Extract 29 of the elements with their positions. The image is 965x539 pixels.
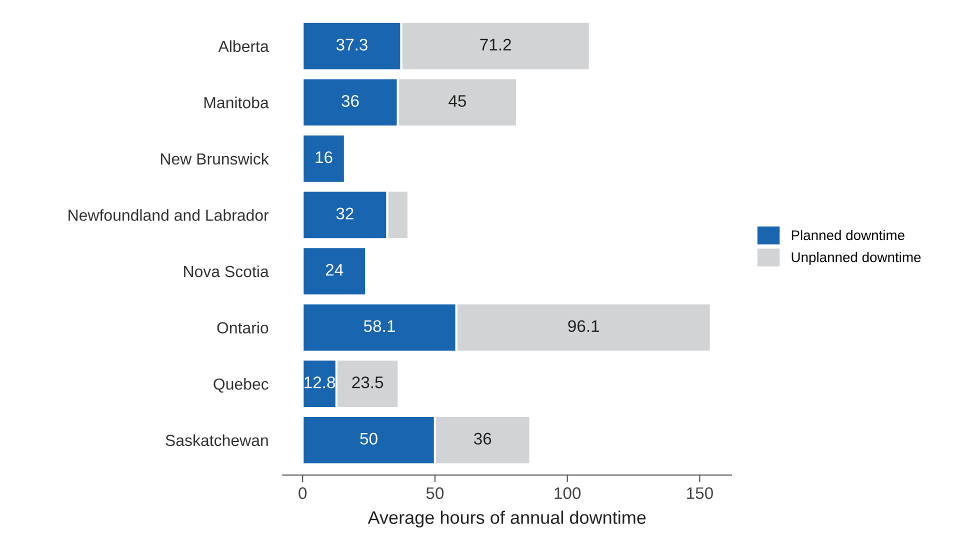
y-tick-label: Newfoundland and Labrador <box>68 209 269 221</box>
x-tick-label: 50 <box>426 487 444 500</box>
x-tick-label: 150 <box>687 487 713 500</box>
y-tick-label: New Brunswick <box>161 152 269 165</box>
data-label: 24 <box>326 264 344 276</box>
y-tick-label: Ontario <box>217 322 268 334</box>
legend-label: Unplanned downtime <box>792 252 921 265</box>
data-label: 45 <box>448 95 466 107</box>
x-tick-label: 0 <box>298 487 307 500</box>
y-tick-label: Manitoba <box>204 96 269 108</box>
data-label: 23.5 <box>352 376 384 388</box>
y-tick-label: Nova Scotia <box>184 265 269 278</box>
data-label: 36 <box>474 432 492 445</box>
data-label: 37.3 <box>336 38 368 51</box>
data-label: 36 <box>342 95 359 107</box>
data-label: 12.8 <box>304 376 336 388</box>
legend-label: Planned downtime <box>792 230 904 240</box>
bar <box>302 246 368 296</box>
data-label: 16 <box>316 151 332 164</box>
data-label: 71.2 <box>480 38 511 50</box>
data-label: 50 <box>360 432 378 445</box>
data-label: 58.1 <box>364 320 395 332</box>
y-tick-label: Quebec <box>214 378 268 393</box>
data-label: 32 <box>336 208 354 220</box>
y-tick-label: Alberta <box>218 40 269 52</box>
x-axis-title: Average hours of annual downtime <box>368 510 646 528</box>
x-tick-label: 100 <box>554 487 581 500</box>
data-label: 96.1 <box>568 320 600 332</box>
y-tick-label: Saskatchewan <box>166 434 268 446</box>
